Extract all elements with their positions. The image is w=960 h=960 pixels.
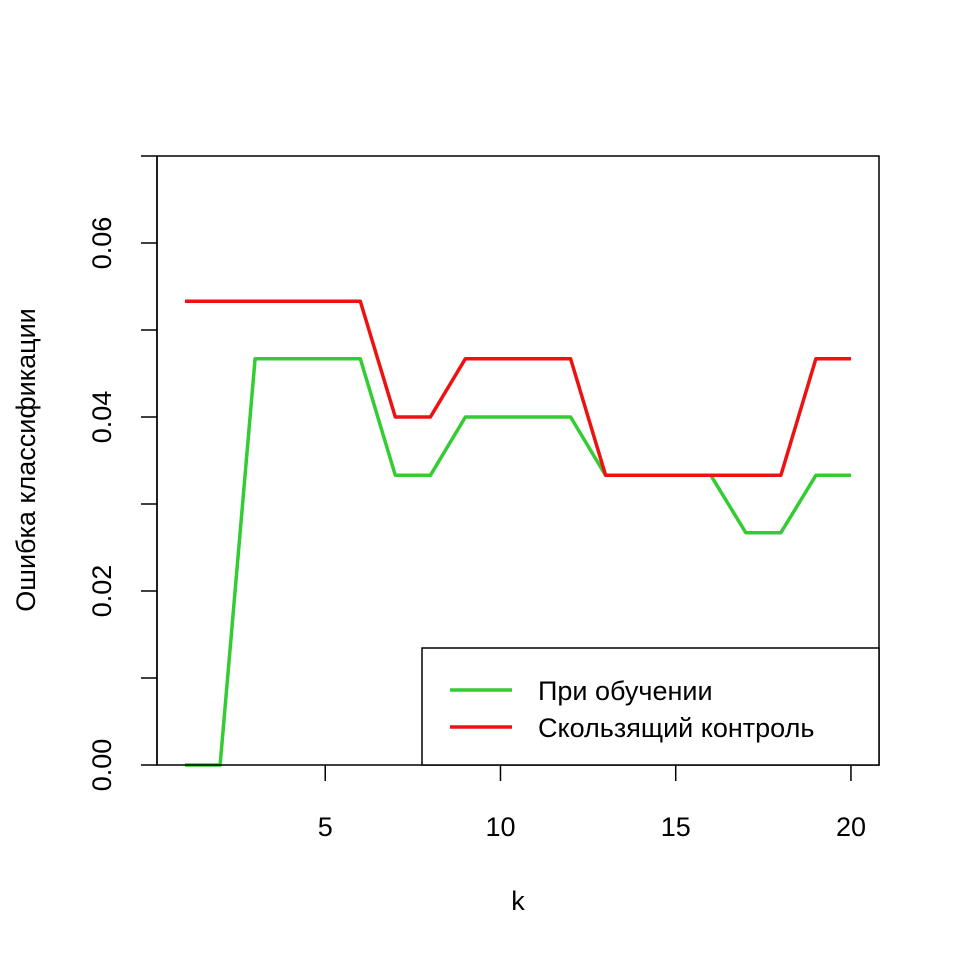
x-tick-label: 10 xyxy=(485,812,515,842)
x-tick-label: 15 xyxy=(661,812,691,842)
x-axis: 5 10 15 20 xyxy=(318,765,866,842)
legend-box xyxy=(421,647,880,766)
series-line-2 xyxy=(185,299,851,478)
y-tick-label: 0.06 xyxy=(87,217,117,270)
legend: При обучении Скользящий контроль xyxy=(421,647,880,766)
x-tick-label: 5 xyxy=(318,812,333,842)
x-axis-label: k xyxy=(511,886,525,916)
series-line-1 xyxy=(185,356,851,767)
y-axis-label: Ошибка классификации xyxy=(11,308,41,611)
y-tick-label: 0.00 xyxy=(87,739,117,792)
series-layer xyxy=(185,299,851,767)
legend-label-cross-validation: Скользящий контроль xyxy=(538,713,814,743)
legend-label-training: При обучении xyxy=(538,676,713,706)
y-tick-label: 0.02 xyxy=(87,565,117,618)
x-tick-label: 20 xyxy=(836,812,866,842)
y-tick-label: 0.04 xyxy=(87,391,117,444)
y-axis: 0.00 0.02 0.04 0.06 xyxy=(87,155,158,792)
